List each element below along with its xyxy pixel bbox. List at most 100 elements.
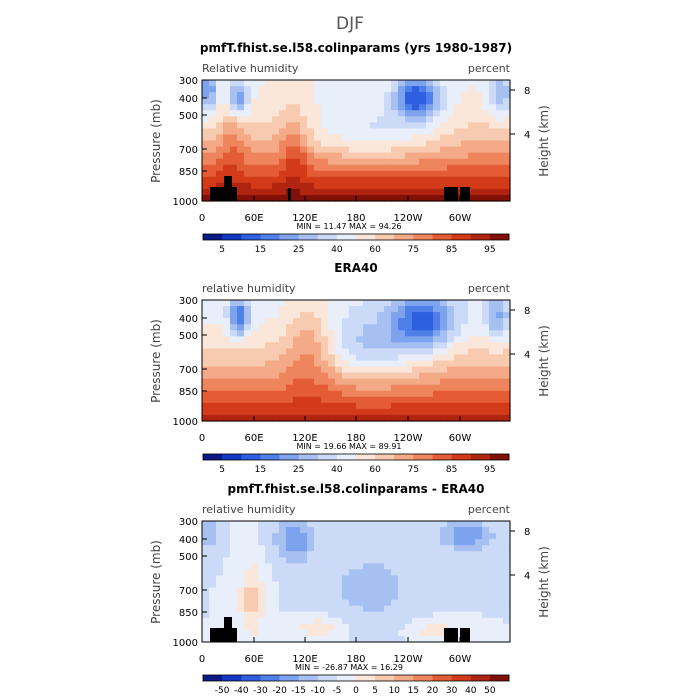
heatmap-cell: [440, 158, 448, 166]
heatmap-cell: [454, 521, 462, 528]
heatmap-cell: [202, 194, 210, 202]
heatmap-cell: [363, 623, 371, 631]
heatmap-cell: [328, 396, 336, 404]
heatmap-cell: [461, 98, 469, 105]
heatmap-cell: [272, 414, 280, 422]
heatmap-cell: [370, 390, 378, 398]
heatmap-cell: [293, 300, 301, 307]
heatmap-cell: [265, 414, 273, 422]
heatmap-cell: [503, 170, 511, 178]
heatmap-cell: [503, 182, 511, 190]
heatmap-cell: [482, 170, 490, 178]
heatmap-cell: [426, 533, 434, 540]
heatmap-cell: [391, 104, 399, 111]
heatmap-cell: [272, 629, 280, 637]
heatmap-cell: [279, 551, 287, 558]
heatmap-cell: [496, 354, 504, 362]
heatmap-cell: [412, 629, 420, 637]
heatmap-cell: [370, 402, 378, 410]
heatmap-cell: [321, 372, 329, 380]
heatmap-cell: [209, 140, 217, 148]
heatmap-cell: [216, 366, 224, 374]
heatmap-cell: [461, 587, 469, 595]
heatmap-cell: [272, 306, 280, 313]
heatmap-cell: [293, 146, 301, 154]
heatmap-cell: [300, 354, 308, 362]
heatmap-cell: [447, 563, 455, 570]
heatmap-cell: [279, 390, 287, 398]
heatmap-cell: [377, 354, 385, 362]
heatmap-cell: [244, 104, 252, 111]
heatmap-cell: [377, 140, 385, 148]
heatmap-cell: [419, 158, 427, 166]
heatmap-cell: [244, 110, 252, 117]
heatmap-cell: [293, 366, 301, 374]
heatmap-cell: [237, 575, 245, 583]
heatmap-cell: [300, 182, 308, 190]
heatmap-cell: [503, 116, 511, 123]
heatmap-cell: [503, 300, 511, 307]
heatmap-cell: [482, 402, 490, 410]
heatmap-cell: [475, 342, 483, 349]
heatmap-cell: [335, 605, 343, 613]
heatmap-cell: [398, 92, 406, 99]
heatmap-cell: [454, 402, 462, 410]
colorbar-swatch: [489, 454, 510, 460]
heatmap-cell: [237, 318, 245, 325]
heatmap-cell: [489, 342, 497, 349]
heatmap-cell: [433, 128, 441, 136]
heatmap-cell: [349, 104, 357, 111]
heatmap-cell: [440, 563, 448, 570]
heatmap-cell: [321, 384, 329, 392]
heatmap-cell: [356, 188, 364, 196]
heatmap-cell: [307, 176, 315, 184]
heatmap-cell: [335, 366, 343, 374]
heatmap-cell: [461, 527, 469, 534]
heatmap-cell: [440, 605, 448, 613]
heatmap-cell: [258, 623, 266, 631]
heatmap-cell: [440, 110, 448, 117]
heatmap-cell: [468, 623, 476, 631]
heatmap-cell: [433, 92, 441, 99]
heatmap-cell: [230, 539, 238, 546]
colorbar-label: 60: [369, 245, 381, 255]
heatmap-cell: [223, 587, 231, 595]
heatmap-cell: [482, 611, 490, 619]
heatmap-cell: [419, 539, 427, 546]
heatmap-cell: [349, 176, 357, 184]
y2-tick-label: 4: [524, 571, 530, 582]
heatmap-cell: [370, 575, 378, 583]
heatmap-cell: [258, 80, 266, 87]
heatmap-cell: [412, 188, 420, 196]
heatmap-cell: [447, 390, 455, 398]
topography-block: [288, 188, 291, 201]
heatmap-cell: [342, 599, 350, 607]
heatmap-cell: [202, 342, 210, 349]
heatmap-cell: [391, 408, 399, 416]
heatmap-cell: [433, 348, 441, 356]
heatmap-cell: [335, 533, 343, 540]
heatmap-cell: [398, 80, 406, 87]
heatmap-cell: [489, 110, 497, 117]
heatmap-cell: [286, 527, 294, 534]
heatmap-cell: [272, 563, 280, 570]
heatmap-cell: [440, 92, 448, 99]
heatmap-cell: [454, 581, 462, 589]
heatmap-cell: [314, 116, 322, 123]
heatmap-cell: [496, 176, 504, 184]
heatmap-cell: [461, 122, 469, 129]
heatmap-cell: [258, 146, 266, 154]
heatmap-cell: [419, 575, 427, 583]
heatmap-cell: [223, 593, 231, 601]
heatmap-cell: [202, 324, 210, 331]
heatmap-cell: [419, 110, 427, 117]
heatmap-cell: [377, 86, 385, 93]
heatmap-cell: [475, 629, 483, 637]
heatmap-cell: [314, 611, 322, 619]
heatmap-cell: [321, 557, 329, 564]
heatmap-cell: [454, 140, 462, 148]
heatmap-cell: [307, 521, 315, 528]
heatmap-cell: [216, 521, 224, 528]
heatmap-cell: [209, 611, 217, 619]
heatmap-cell: [475, 146, 483, 154]
